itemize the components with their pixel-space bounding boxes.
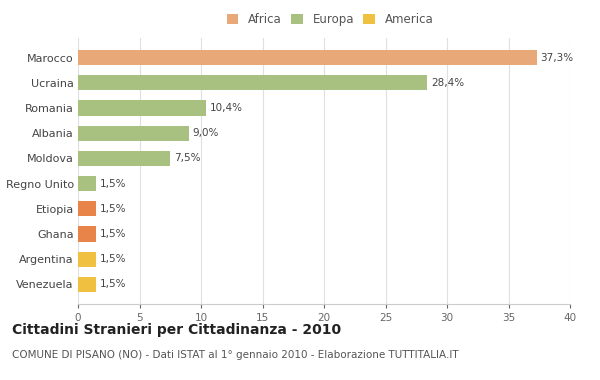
Text: 28,4%: 28,4% (431, 78, 464, 88)
Text: 1,5%: 1,5% (100, 179, 127, 188)
Bar (78, 226, 97, 242)
Bar (78, 75, 427, 90)
Bar (78, 176, 97, 191)
Text: 9,0%: 9,0% (193, 128, 219, 138)
Bar (78, 100, 206, 116)
Text: 7,5%: 7,5% (174, 154, 200, 163)
Text: Cittadini Stranieri per Cittadinanza - 2010: Cittadini Stranieri per Cittadinanza - 2… (12, 323, 341, 337)
Text: 1,5%: 1,5% (100, 254, 127, 264)
Legend: Africa, Europa, America: Africa, Europa, America (223, 10, 437, 30)
Text: 1,5%: 1,5% (100, 229, 127, 239)
Bar (78, 50, 537, 65)
Bar (78, 277, 97, 292)
Text: 37,3%: 37,3% (541, 53, 574, 63)
Bar (78, 126, 188, 141)
Text: 10,4%: 10,4% (209, 103, 242, 113)
Text: 1,5%: 1,5% (100, 279, 127, 289)
Text: COMUNE DI PISANO (NO) - Dati ISTAT al 1° gennaio 2010 - Elaborazione TUTTITALIA.: COMUNE DI PISANO (NO) - Dati ISTAT al 1°… (12, 350, 458, 359)
Bar (78, 252, 97, 267)
Bar (78, 201, 97, 216)
Text: 1,5%: 1,5% (100, 204, 127, 214)
Bar (78, 151, 170, 166)
